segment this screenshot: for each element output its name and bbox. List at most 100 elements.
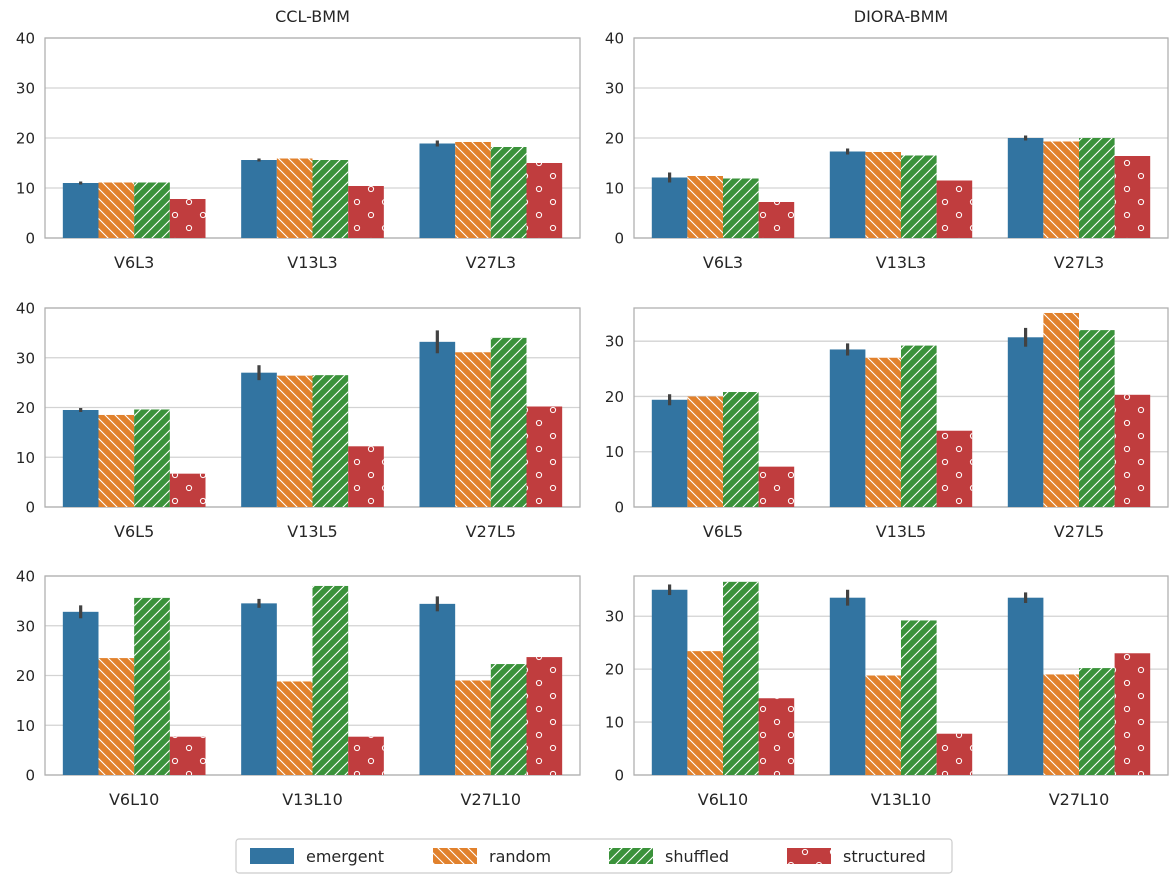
- legend-label: emergent: [306, 847, 384, 866]
- y-tick-label: 0: [25, 499, 35, 517]
- bar-hatch-shuffled: [312, 160, 349, 238]
- bar-hatch-random: [1043, 141, 1079, 238]
- y-tick-label: 40: [16, 300, 35, 318]
- bar-emergent: [651, 177, 688, 238]
- category-label: V13L5: [876, 522, 926, 541]
- legend-hatch-random: [433, 848, 477, 864]
- bar-hatch-random: [455, 352, 491, 507]
- bar-hatch-structured: [169, 199, 206, 238]
- bar-hatch-structured: [1114, 156, 1151, 238]
- bar-hatch-structured: [758, 202, 795, 238]
- bar-emergent: [1007, 337, 1044, 507]
- chart-panel: 0 10 20 30 40 V6L3 V13L3 V27L3 DIORA-BMM: [605, 7, 1169, 272]
- chart-panels: 0 10 20 30 40 V6L3 V13L3 V27L3 CCL-BMM 0 10 20 30 40 V…: [16, 7, 1169, 809]
- bars: [62, 330, 563, 507]
- y-tick-label: 10: [16, 180, 35, 198]
- category-label: V13L5: [287, 522, 337, 541]
- bar-hatch-random: [865, 675, 901, 775]
- bar-hatch-shuffled: [1079, 668, 1115, 775]
- bar-hatch-structured: [758, 698, 795, 775]
- bar-emergent: [419, 341, 456, 507]
- panel-title: DIORA-BMM: [854, 7, 948, 26]
- bar-hatch-shuffled: [312, 375, 349, 507]
- y-tick-label: 10: [16, 717, 35, 735]
- category-label: V13L10: [282, 790, 343, 809]
- bar-hatch-structured: [1114, 394, 1151, 507]
- bar-hatch-random: [1043, 312, 1079, 507]
- legend-label: structured: [843, 847, 926, 866]
- bar-hatch-random: [98, 414, 135, 507]
- legend-hatch-structured: [787, 848, 831, 864]
- bar-emergent: [651, 589, 688, 775]
- category-label: V13L10: [871, 790, 932, 809]
- y-tick-label: 20: [16, 667, 35, 685]
- bar-hatch-shuffled: [1079, 330, 1115, 507]
- y-tick-label: 0: [25, 230, 35, 248]
- y-tick-label: 40: [605, 30, 624, 48]
- bar-hatch-structured: [936, 430, 973, 507]
- bar-hatch-random: [687, 651, 723, 775]
- category-label: V6L5: [114, 522, 154, 541]
- chart-panel: 0 10 20 30 V6L5 V13L5 V27L5: [605, 307, 1169, 541]
- bars: [651, 312, 1151, 507]
- bar-hatch-structured: [526, 163, 563, 238]
- bars: [651, 135, 1151, 238]
- bar-emergent: [241, 603, 277, 775]
- bars: [651, 581, 1151, 775]
- category-label: V27L5: [1054, 522, 1104, 541]
- bar-hatch-random: [865, 357, 901, 507]
- category-label: V27L3: [1054, 253, 1104, 272]
- y-tick-label: 20: [605, 130, 624, 148]
- chart-panel: 0 10 20 30 40 V6L3 V13L3 V27L3 CCL-BMM: [16, 7, 581, 272]
- panel-title: CCL-BMM: [275, 7, 350, 26]
- y-tick-label: 10: [605, 180, 624, 198]
- y-tick-label: 0: [614, 230, 624, 248]
- chart-panel: 0 10 20 30 V6L10 V13L10 V27L10: [605, 575, 1169, 809]
- bar-hatch-shuffled: [134, 182, 170, 238]
- category-label: V27L3: [466, 253, 516, 272]
- y-tick-label: 30: [16, 349, 35, 367]
- bar-hatch-structured: [758, 466, 795, 507]
- bar-hatch-random: [865, 152, 901, 238]
- bar-hatch-structured: [169, 736, 206, 775]
- category-label: V27L10: [461, 790, 522, 809]
- category-label: V13L3: [876, 253, 926, 272]
- legend-frame: [235, 838, 953, 874]
- y-tick-label: 30: [605, 80, 624, 98]
- y-tick-label: 30: [605, 608, 624, 626]
- bar-hatch-random: [276, 158, 313, 238]
- category-label: V6L10: [698, 790, 748, 809]
- bar-emergent: [829, 151, 866, 238]
- category-label: V27L10: [1049, 790, 1110, 809]
- bar-hatch-random: [1043, 674, 1079, 775]
- bar-hatch-random: [98, 182, 135, 238]
- bar-hatch-shuffled: [723, 178, 759, 238]
- y-tick-label: 20: [605, 661, 624, 679]
- bar-hatch-shuffled: [490, 337, 527, 507]
- y-tick-label: 0: [25, 767, 35, 785]
- y-tick-label: 20: [16, 130, 35, 148]
- legend-hatch-shuffled: [609, 848, 653, 864]
- bar-hatch-shuffled: [312, 585, 349, 775]
- chart-panel: 0 10 20 30 40 V6L10 V13L10 V27L10: [16, 568, 581, 809]
- bar-emergent: [1007, 138, 1044, 238]
- y-tick-label: 30: [16, 80, 35, 98]
- bar-hatch-random: [98, 658, 135, 775]
- category-label: V13L3: [287, 253, 337, 272]
- bar-hatch-structured: [348, 736, 384, 775]
- bar-hatch-structured: [936, 180, 973, 238]
- y-tick-label: 30: [16, 617, 35, 635]
- bar-hatch-shuffled: [490, 147, 527, 238]
- bar-emergent: [829, 349, 866, 507]
- y-tick-label: 20: [605, 388, 624, 406]
- y-tick-label: 10: [605, 714, 624, 732]
- bar-hatch-shuffled: [490, 664, 527, 775]
- y-tick-label: 40: [16, 30, 35, 48]
- bar-hatch-shuffled: [134, 597, 170, 775]
- bar-hatch-shuffled: [1079, 138, 1115, 238]
- category-label: V6L3: [703, 253, 743, 272]
- legend-label: random: [489, 847, 551, 866]
- bar-hatch-shuffled: [901, 345, 937, 507]
- bar-emergent: [62, 409, 99, 507]
